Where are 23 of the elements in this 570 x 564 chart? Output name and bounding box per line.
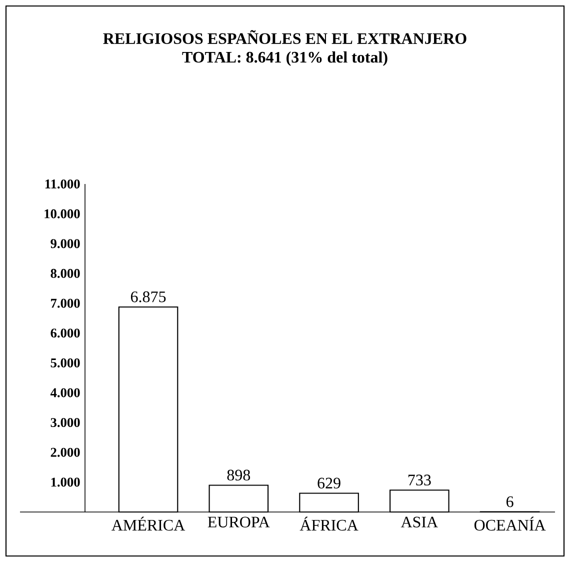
chart-subtitle: TOTAL: 8.641 (31% del total) bbox=[182, 51, 388, 66]
x-tick-label: ÁFRICA bbox=[300, 516, 358, 531]
chart-title: RELIGIOSOS ESPAÑOLES EN EL EXTRANJERO bbox=[103, 30, 466, 44]
x-tick-label: ASIA bbox=[400, 516, 438, 528]
y-tick-label: 3.000 bbox=[50, 418, 80, 428]
y-tick-label: 8.000 bbox=[50, 268, 80, 278]
y-tick-label: 4.000 bbox=[50, 388, 80, 398]
y-tick-label: 7.000 bbox=[51, 298, 80, 308]
y-tick-label: 1.000 bbox=[51, 478, 80, 487]
y-tick-label: 9.000 bbox=[50, 239, 80, 248]
x-tick-label: AMÉRICA bbox=[112, 516, 186, 531]
data-label: 6 bbox=[506, 496, 514, 508]
y-tick-label: 2.000 bbox=[50, 448, 80, 457]
x-tick-label: OCEANÍA bbox=[474, 516, 546, 531]
data-label: 733 bbox=[408, 474, 431, 486]
y-tick-label: 5.000 bbox=[50, 358, 80, 368]
y-tick-label: 11.000 bbox=[45, 179, 80, 189]
data-label: 629 bbox=[318, 478, 340, 489]
y-tick-label: 10.000 bbox=[44, 209, 80, 218]
data-label: 6.875 bbox=[130, 291, 166, 302]
y-tick-label: 6.000 bbox=[50, 328, 80, 338]
x-tick-label: EUROPA bbox=[208, 516, 270, 528]
data-label: 898 bbox=[227, 470, 250, 481]
